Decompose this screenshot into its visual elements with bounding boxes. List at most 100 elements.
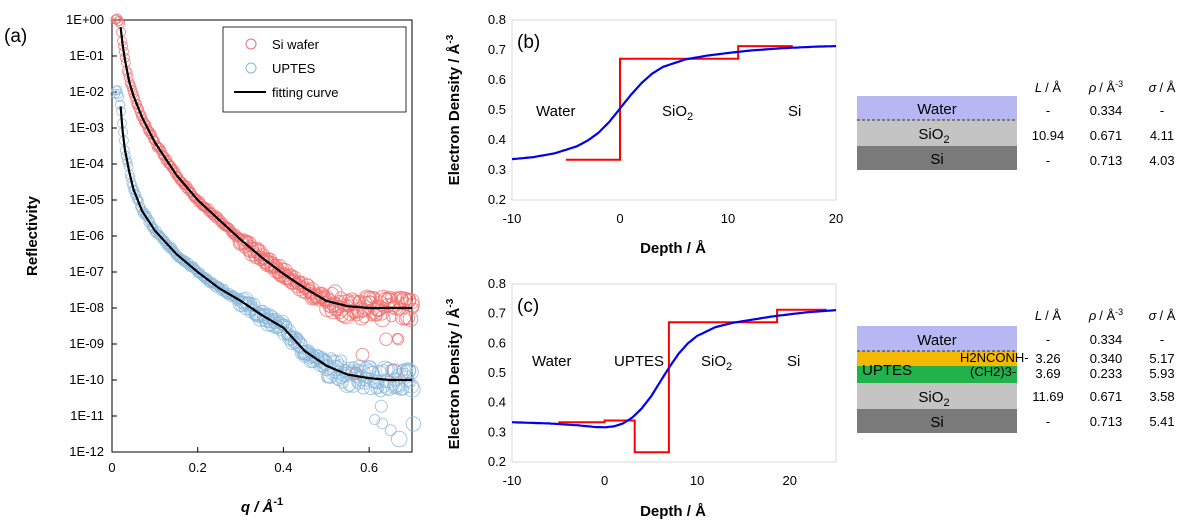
panel-b-region-si: Si	[788, 103, 801, 120]
panel-c-y-axis-label: Electron Density / Å-3	[445, 298, 463, 449]
si-wafer-data-point	[379, 332, 393, 346]
table-c-header-rho-sup: -3	[1115, 307, 1123, 317]
panel-a-label: (a)	[4, 26, 27, 47]
table-c-cell: -	[1046, 332, 1050, 347]
panel-b-y-axis-label: Electron Density / Å-3	[445, 34, 463, 185]
si-wafer-data-point	[338, 309, 355, 325]
si-wafer-data-point	[374, 310, 391, 328]
panel-b-region-sio2: SiO2	[662, 103, 693, 123]
uptes-data-point	[376, 417, 389, 430]
panel-c-region-uptes: UPTES	[614, 353, 664, 370]
panel-c-x-ticks: -10 0 10 20	[503, 473, 797, 488]
table-c-header-sigma: σ / Å	[1149, 308, 1176, 323]
uptes-data-point	[376, 360, 394, 378]
uptes-data-point	[372, 382, 385, 394]
legend-uptes-label: UPTES	[272, 61, 316, 76]
uptes-data-point	[369, 414, 381, 426]
pc-x-tick-label: 10	[690, 473, 704, 488]
si-wafer-data-point	[224, 223, 235, 234]
table-c-header-sigma-sym: σ	[1149, 308, 1158, 323]
panel-a-y-tick-label: 1E-04	[69, 156, 104, 171]
panel-a-x-tick-label: 0.4	[274, 460, 292, 475]
panel-b-y-ticks: 0.2 0.3 0.4 0.5 0.6 0.7 0.8	[488, 12, 506, 207]
table-c-header-rho: ρ / Å-3	[1088, 307, 1123, 323]
table-c-cell: 0.713	[1090, 414, 1123, 429]
uptes-data-point	[132, 194, 143, 205]
table-b-cell: 0.334	[1090, 103, 1123, 118]
uptes-data-point	[405, 416, 422, 432]
panel-c-step-profile	[558, 308, 827, 454]
table-b-header-rho-sup: -3	[1115, 79, 1123, 89]
panel-a-y-ticks: 1E-12 1E-11 1E-10 1E-09 1E-08 1E-07 1E-06 1E-05…	[66, 12, 117, 459]
pc-x-tick-label: -10	[503, 473, 522, 488]
table-b-water-layer	[857, 96, 1017, 120]
si-wafer-data-point	[349, 366, 363, 380]
si-wafer-data-point	[334, 291, 348, 304]
table-c-uptes-bottom-formula: (CH2)3-	[970, 364, 1016, 379]
uptes-data-point	[374, 399, 388, 413]
panel-c-y-ticks: 0.2 0.3 0.4 0.5 0.6 0.7 0.8	[488, 276, 506, 469]
si-wafer-data-point	[148, 133, 159, 144]
panel-a-y-tick-label: 1E-02	[69, 84, 104, 99]
table-c-header-rho-unit: / Å	[1099, 308, 1115, 323]
si-wafer-data-point	[147, 130, 158, 141]
si-wafer-data-point	[156, 145, 167, 156]
panel-a-x-axis-label-text: q / Å	[241, 499, 274, 516]
si-wafer-data-point	[130, 94, 141, 105]
pc-y-tick-label: 0.5	[488, 365, 506, 380]
table-b-sio2-label-text: SiO	[918, 126, 943, 143]
panel-a-y-tick-label: 1E-06	[69, 228, 104, 243]
si-wafer-data-point	[169, 168, 180, 179]
pc-y-tick-label: 0.7	[488, 306, 506, 321]
table-c-sio2-layer	[857, 383, 1017, 409]
pc-y-tick-label: 0.6	[488, 335, 506, 350]
table-c-uptes-top-formula: H2NCONH-	[960, 350, 1029, 365]
table-c-sio2-label-sub: 2	[943, 397, 949, 409]
panel-a: (a) 1E-121E-111E-101E-091E-081E-071E-061…	[4, 12, 422, 516]
panel-a-y-tick-label: 1E+00	[66, 12, 104, 27]
table-b-cell: -	[1046, 153, 1050, 168]
si-wafer-data-point	[225, 226, 236, 237]
pc-y-tick-label: 0.2	[488, 454, 506, 469]
pb-y-tick-label: 0.5	[488, 102, 506, 117]
panel-b-y-axis-label-sup: -3	[445, 34, 456, 43]
uptes-data-point	[114, 92, 125, 102]
table-c-cell: 11.69	[1032, 389, 1064, 404]
panel-b-label: (b)	[517, 32, 540, 53]
table-c-headers: L / Å ρ / Å-3 σ / Å	[1035, 307, 1176, 323]
panel-a-x-ticks: 0 0.2 0.4 0.6	[108, 447, 378, 475]
uptes-data-point	[404, 381, 421, 398]
si-wafer-data-point	[396, 291, 412, 308]
panel-a-x-tick-label: 0	[108, 460, 115, 475]
pb-y-tick-label: 0.2	[488, 192, 506, 207]
table-c-cell: 0.671	[1090, 389, 1123, 404]
panel-b-x-axis-label: Depth / Å	[640, 240, 706, 257]
uptes-data-point	[384, 424, 397, 437]
uptes-data-point	[147, 223, 158, 234]
panel-a-x-tick-label: 0.2	[189, 460, 207, 475]
table-b-cell: 4.03	[1149, 153, 1174, 168]
panel-a-y-tick-label: 1E-12	[69, 444, 104, 459]
panel-c-region-water: Water	[532, 353, 571, 370]
table-b-sio2-label: SiO2	[918, 126, 949, 146]
si-wafer-data-point	[381, 290, 399, 308]
table-b-cell: 4.11	[1150, 128, 1174, 143]
legend-uptes-marker	[245, 62, 257, 74]
uptes-data-point	[112, 85, 123, 96]
table-c-sio2-label: SiO2	[918, 389, 949, 409]
table-b-headers: L / Å ρ / Å-3 σ / Å	[1035, 79, 1176, 95]
pc-x-tick-label: 20	[782, 473, 796, 488]
table-b-cell: -	[1160, 103, 1164, 118]
table-c-si-label: Si	[930, 414, 943, 431]
table-b-cell: -	[1046, 103, 1050, 118]
uptes-data-point	[403, 376, 416, 389]
pc-y-tick-label: 0.4	[488, 395, 506, 410]
panel-b-region-sio2-text: SiO	[662, 103, 687, 120]
table-b-header-L: L / Å	[1035, 80, 1061, 95]
table-b-cell: 0.671	[1090, 128, 1123, 143]
panel-c-region-sio2: SiO2	[701, 353, 732, 373]
si-wafer-data-point	[141, 120, 152, 131]
panel-c-plot-frame	[511, 283, 837, 463]
panel-b-y-axis-label-text: Electron Density / Å	[446, 43, 463, 185]
panel-a-y-tick-label: 1E-03	[69, 120, 104, 135]
